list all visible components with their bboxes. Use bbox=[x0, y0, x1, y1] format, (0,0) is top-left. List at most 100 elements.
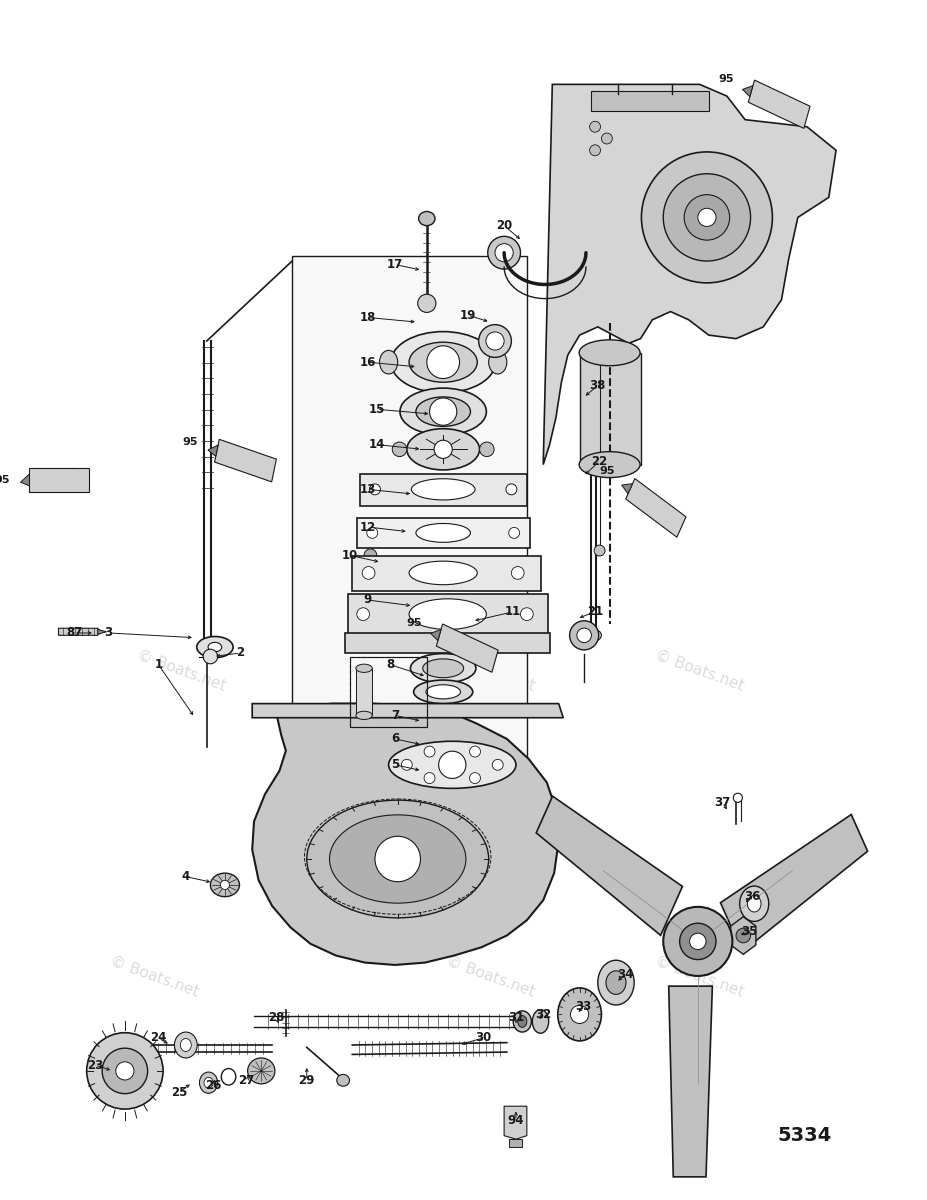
Circle shape bbox=[486, 332, 504, 350]
Ellipse shape bbox=[356, 712, 373, 720]
Circle shape bbox=[492, 760, 503, 770]
Polygon shape bbox=[292, 257, 527, 794]
Ellipse shape bbox=[307, 800, 489, 918]
Text: 95: 95 bbox=[599, 466, 615, 476]
Circle shape bbox=[698, 209, 716, 227]
Ellipse shape bbox=[598, 960, 634, 1004]
Text: 36: 36 bbox=[744, 890, 760, 904]
Circle shape bbox=[569, 620, 599, 650]
Polygon shape bbox=[579, 353, 641, 464]
Ellipse shape bbox=[388, 742, 516, 788]
Polygon shape bbox=[509, 1139, 522, 1147]
Circle shape bbox=[426, 346, 460, 378]
Text: 6: 6 bbox=[391, 732, 400, 745]
Circle shape bbox=[401, 760, 413, 770]
Text: 22: 22 bbox=[591, 455, 608, 468]
Circle shape bbox=[116, 1062, 134, 1080]
Text: 28: 28 bbox=[269, 1012, 285, 1025]
Ellipse shape bbox=[747, 895, 761, 912]
Ellipse shape bbox=[407, 428, 479, 470]
Circle shape bbox=[690, 934, 706, 949]
Polygon shape bbox=[208, 445, 218, 456]
Ellipse shape bbox=[579, 451, 640, 478]
Text: 4: 4 bbox=[182, 870, 190, 883]
Ellipse shape bbox=[248, 1058, 275, 1084]
Ellipse shape bbox=[416, 523, 471, 542]
Circle shape bbox=[418, 294, 436, 312]
Circle shape bbox=[684, 194, 730, 240]
Text: 34: 34 bbox=[616, 968, 633, 980]
Ellipse shape bbox=[409, 342, 477, 383]
Text: 87: 87 bbox=[66, 626, 83, 640]
Text: 11: 11 bbox=[505, 605, 521, 618]
Polygon shape bbox=[622, 484, 632, 494]
Ellipse shape bbox=[197, 636, 233, 658]
Circle shape bbox=[429, 398, 457, 425]
Circle shape bbox=[102, 1048, 147, 1093]
Text: 9: 9 bbox=[363, 594, 372, 606]
Text: 8: 8 bbox=[387, 659, 395, 671]
Ellipse shape bbox=[174, 1032, 197, 1058]
Text: 5: 5 bbox=[391, 758, 400, 772]
Circle shape bbox=[479, 442, 494, 456]
Text: 29: 29 bbox=[298, 1074, 315, 1087]
Text: 10: 10 bbox=[341, 548, 358, 562]
Circle shape bbox=[570, 1006, 589, 1024]
Text: 32: 32 bbox=[535, 1008, 552, 1021]
Ellipse shape bbox=[409, 562, 477, 584]
Circle shape bbox=[87, 1033, 163, 1109]
Circle shape bbox=[663, 907, 732, 976]
Text: 25: 25 bbox=[171, 1086, 187, 1098]
Ellipse shape bbox=[391, 331, 495, 392]
Text: 23: 23 bbox=[87, 1058, 103, 1072]
Polygon shape bbox=[214, 439, 276, 482]
Ellipse shape bbox=[412, 479, 475, 500]
Text: 33: 33 bbox=[575, 1000, 591, 1013]
Ellipse shape bbox=[532, 1009, 549, 1033]
Polygon shape bbox=[748, 80, 810, 128]
Circle shape bbox=[424, 773, 435, 784]
Ellipse shape bbox=[379, 350, 398, 374]
Polygon shape bbox=[252, 703, 564, 718]
Bar bbox=[349, 656, 426, 727]
Circle shape bbox=[221, 881, 230, 889]
Text: © Boats.net: © Boats.net bbox=[444, 954, 537, 1000]
Polygon shape bbox=[437, 624, 498, 672]
Polygon shape bbox=[360, 474, 527, 506]
Polygon shape bbox=[626, 479, 686, 538]
Text: © Boats.net: © Boats.net bbox=[654, 954, 746, 1000]
Text: 21: 21 bbox=[587, 605, 603, 618]
Circle shape bbox=[392, 442, 407, 456]
Ellipse shape bbox=[208, 642, 222, 652]
Circle shape bbox=[364, 548, 376, 562]
Text: © Boats.net: © Boats.net bbox=[444, 648, 537, 694]
Circle shape bbox=[577, 628, 591, 642]
Ellipse shape bbox=[579, 340, 640, 366]
Text: © Boats.net: © Boats.net bbox=[654, 648, 746, 694]
Ellipse shape bbox=[419, 211, 435, 226]
Text: 18: 18 bbox=[360, 311, 375, 324]
Ellipse shape bbox=[425, 685, 461, 698]
Circle shape bbox=[424, 746, 435, 757]
Text: 12: 12 bbox=[360, 521, 375, 534]
Text: 5334: 5334 bbox=[777, 1126, 832, 1145]
Circle shape bbox=[470, 773, 480, 784]
Text: 95: 95 bbox=[406, 618, 422, 628]
Circle shape bbox=[488, 236, 520, 269]
Text: © Boats.net: © Boats.net bbox=[108, 954, 200, 1000]
Text: 13: 13 bbox=[360, 482, 375, 496]
Circle shape bbox=[470, 746, 480, 757]
Bar bbox=[349, 656, 426, 727]
Ellipse shape bbox=[181, 1038, 191, 1051]
Ellipse shape bbox=[413, 680, 473, 703]
Circle shape bbox=[478, 325, 512, 358]
Polygon shape bbox=[97, 630, 107, 634]
Ellipse shape bbox=[416, 397, 471, 426]
Ellipse shape bbox=[558, 988, 602, 1040]
Polygon shape bbox=[352, 557, 541, 590]
Text: 24: 24 bbox=[150, 1032, 167, 1044]
Polygon shape bbox=[348, 594, 548, 635]
Ellipse shape bbox=[606, 971, 626, 995]
Text: 17: 17 bbox=[387, 258, 403, 271]
Circle shape bbox=[736, 929, 751, 943]
